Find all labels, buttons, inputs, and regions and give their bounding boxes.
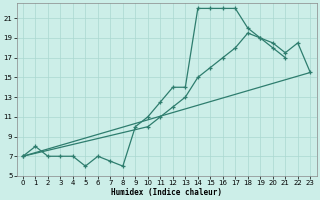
X-axis label: Humidex (Indice chaleur): Humidex (Indice chaleur) [111,188,222,197]
